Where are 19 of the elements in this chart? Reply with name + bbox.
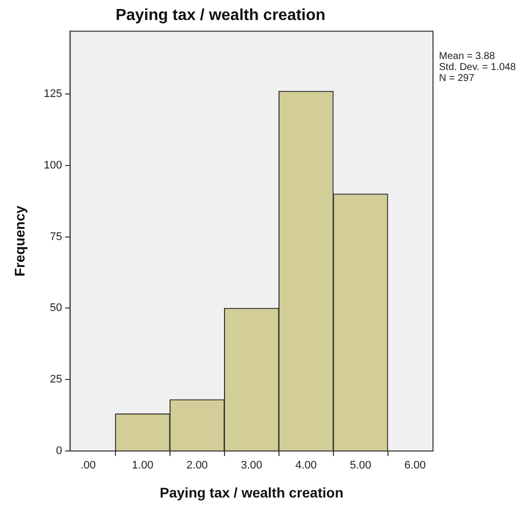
y-tick-label: 25	[50, 374, 62, 386]
x-tick-label: 6.00	[404, 460, 426, 472]
y-tick-label: 50	[50, 302, 62, 314]
text: Std. Dev. = 1.048	[439, 62, 516, 73]
x-tick-label: 5.00	[350, 460, 372, 472]
x-axis-title: Paying tax / wealth creation	[160, 484, 344, 500]
x-tick-label: 2.00	[186, 460, 208, 472]
chart-title: Paying tax / wealth creation	[116, 7, 326, 24]
x-tick-label: 3.00	[240, 460, 262, 472]
y-tick-label: 0	[56, 445, 62, 458]
x-tick-label: 1.00	[132, 460, 154, 472]
text: Mean = 3.88	[439, 50, 496, 62]
y-tick-label: 75	[50, 230, 62, 243]
x-tick-label: .00	[80, 460, 96, 472]
x-tick-label: 4.00	[295, 460, 317, 472]
y-axis-title: Frequency	[11, 205, 28, 277]
y-tick-label: 100	[44, 159, 62, 172]
text: N = 297	[439, 72, 475, 84]
y-tick-label: 125	[44, 88, 62, 100]
